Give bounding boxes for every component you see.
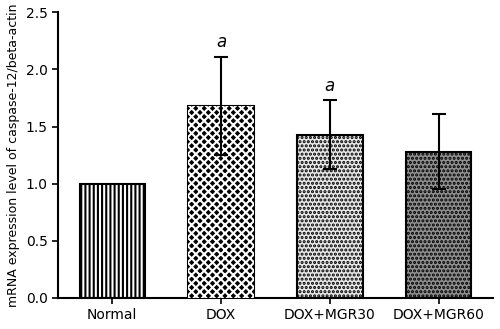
Text: a: a bbox=[325, 77, 335, 94]
Y-axis label: mRNA expression level of caspase-12/beta-actin: mRNA expression level of caspase-12/beta… bbox=[7, 3, 20, 307]
Bar bbox=[188, 106, 254, 298]
Bar bbox=[297, 135, 362, 298]
Bar bbox=[80, 184, 145, 298]
Bar bbox=[406, 152, 471, 298]
Bar bbox=[188, 106, 254, 298]
Text: a: a bbox=[216, 33, 226, 51]
